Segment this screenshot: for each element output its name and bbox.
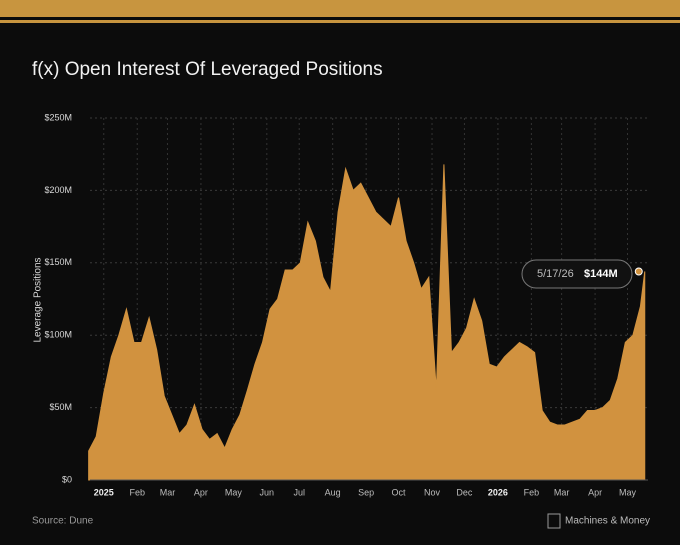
brand: Machines & Money [565,516,650,527]
y-tick-label: $100M [44,330,72,340]
chart-title: f(x) Open Interest Of Leveraged Position… [32,59,383,80]
brand-logo [547,513,561,529]
x-tick-label: Nov [424,487,441,497]
y-tick-label: $200M [44,185,72,195]
x-tick-label: May [225,487,243,497]
top-rule [0,20,680,23]
x-tick-label: May [619,487,637,497]
y-tick-label: $50M [49,402,72,412]
y-tick-label: $250M [44,112,72,122]
y-axis-label: Leverage Positions [33,257,44,342]
source: Source: Dune [32,516,94,527]
area [88,164,646,481]
top-band [0,0,680,17]
x-tick-label: Sep [358,487,374,497]
x-tick-label: Apr [588,487,602,497]
tooltip-value: $144M [584,268,618,280]
x-tick-label: Mar [160,487,176,497]
y-tick-label: $150M [44,257,72,267]
tooltip-date: 5/17/26 [537,268,574,280]
x-tick-label: 2025 [94,487,114,497]
tooltip-box [521,259,633,289]
x-tick-label: 2026 [488,487,508,497]
x-tick-label: Jun [260,487,275,497]
x-tick-label: Oct [392,487,407,497]
x-tick-label: Aug [325,487,341,497]
x-tick-label: Dec [456,487,473,497]
y-tick-label: $0 [62,474,72,484]
x-tick-label: Mar [554,487,570,497]
x-tick-label: Feb [524,487,540,497]
x-tick-label: Jul [293,487,305,497]
x-tick-label: Apr [194,487,208,497]
x-tick-label: Feb [129,487,145,497]
tooltip-marker [634,267,643,276]
